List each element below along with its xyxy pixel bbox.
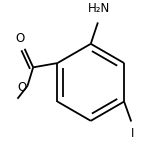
Text: O: O bbox=[15, 32, 24, 45]
Text: I: I bbox=[131, 127, 134, 140]
Text: O: O bbox=[18, 81, 27, 94]
Text: H₂N: H₂N bbox=[88, 2, 110, 15]
